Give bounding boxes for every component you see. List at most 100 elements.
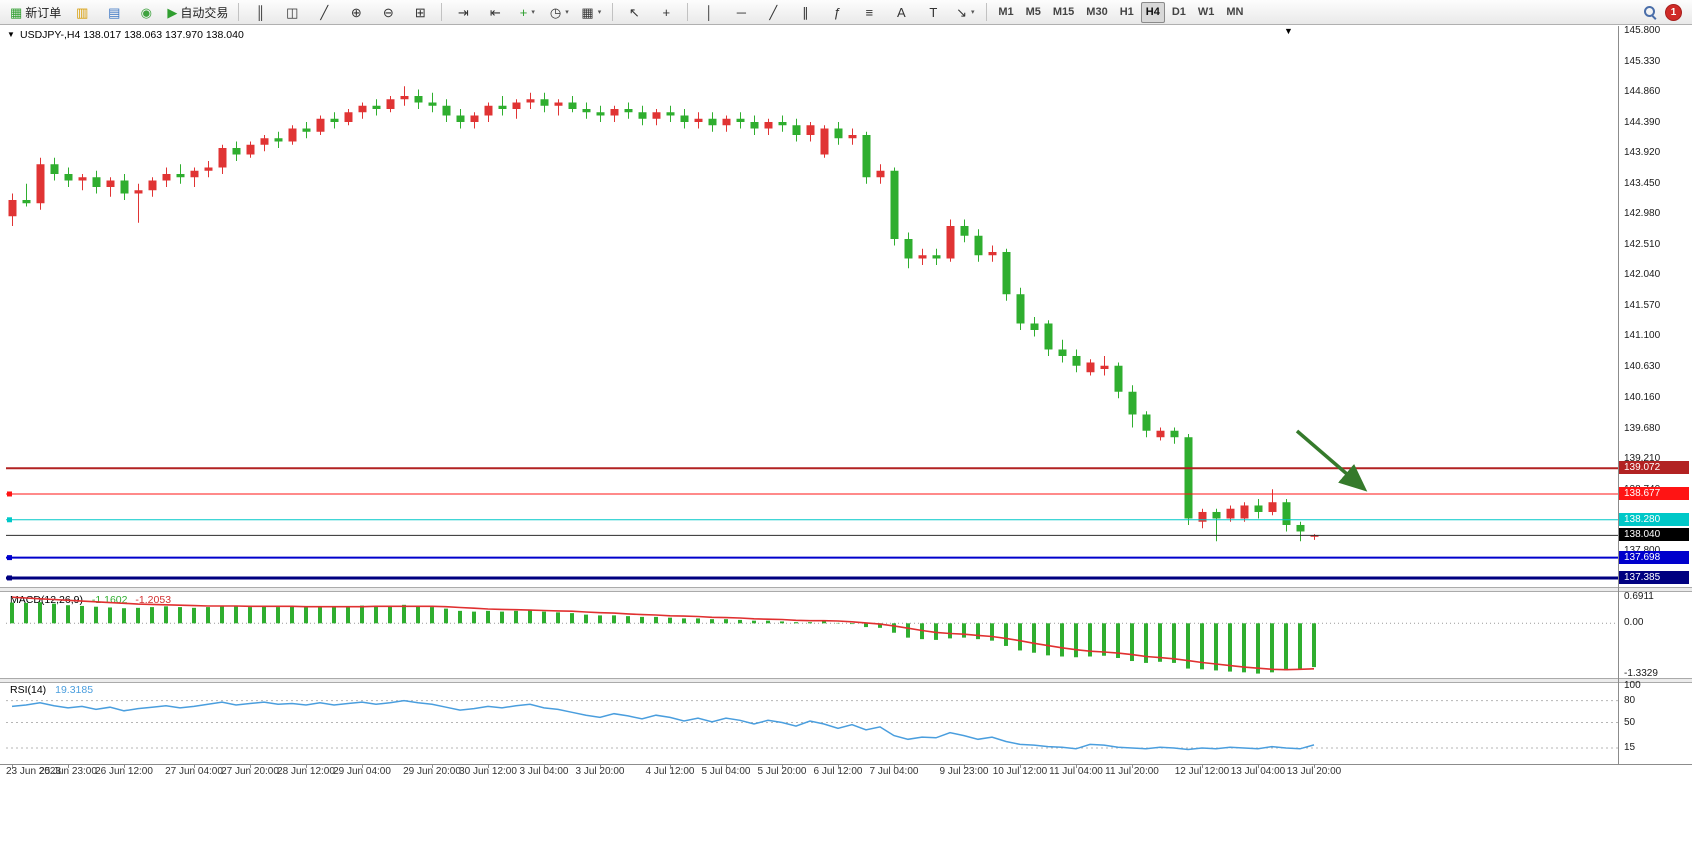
timeframe-d1-button[interactable]: D1 — [1171, 6, 1186, 18]
price-marker-labels: 139.072 138.677 138.280 138.040 137.698 137.3… — [0, 25, 1692, 848]
arrow-annotation[interactable] — [1295, 429, 1368, 492]
price-label: 144.390 — [1624, 116, 1661, 128]
indicators-button[interactable]: + ▾ — [512, 1, 542, 24]
macd-canvas[interactable] — [6, 592, 1618, 678]
trendline-button[interactable]: ╱ — [758, 1, 788, 24]
time-label: 13 Jul 04:00 — [1230, 766, 1286, 777]
auto-trading-button[interactable]: ▶ 自动交易 — [163, 1, 232, 24]
timeframe-m15-button[interactable]: M15 — [1052, 6, 1075, 18]
macd-scale-label: -1.3329 — [1624, 667, 1658, 679]
hline-handle[interactable] — [7, 491, 12, 497]
zoom-out-icon: ⊖ — [382, 4, 394, 20]
new-order-button[interactable]: ▦ 新订单 — [6, 1, 65, 24]
chart-shift-marker-icon[interactable]: ▼ — [1284, 26, 1293, 36]
price-label: 139.210 — [1624, 453, 1661, 465]
shapes-button[interactable]: ≡ — [854, 1, 884, 24]
cursor-button[interactable]: ↖ — [619, 1, 649, 24]
hline-handle[interactable] — [7, 517, 12, 523]
timeframe-h1-button[interactable]: H1 — [1119, 6, 1134, 18]
arrows-button[interactable]: ↘ ▾ — [950, 1, 980, 24]
auto-scroll-button[interactable]: ⇥ — [448, 1, 478, 24]
toolbar-separator — [238, 3, 240, 21]
time-label: 4 Jul 12:00 — [645, 766, 695, 777]
time-tick — [488, 764, 489, 768]
text-button[interactable]: A — [886, 1, 916, 24]
time-label: 5 Jul 20:00 — [757, 766, 807, 777]
zoom-in-icon: ⊕ — [350, 4, 362, 20]
auto-scroll-icon: ⇥ — [457, 4, 469, 20]
price-label: 140.630 — [1624, 361, 1661, 373]
chart-menu-arrow-icon[interactable]: ▼ — [7, 30, 15, 39]
time-tick — [782, 764, 783, 768]
toolbar-separator — [986, 3, 988, 21]
toolbar: ▦ 新订单 ▥ ▤ ◉ ▶ 自动交易 ║ ◫ ╱ ⊕ ⊖ ⊞ ⇥ ⇤ + ▾ ◷ ▾ ▦ ▾ ↖ + │ ─ ╱ ∥ ƒ ≡ A T ↘ ▾ M1… — [0, 0, 1692, 25]
time-tick — [670, 764, 671, 768]
macd-scale-label: 0.6911 — [1624, 591, 1654, 603]
bar-chart-icon: ║ — [255, 4, 265, 20]
timeframe-h4-button[interactable]: H4 — [1140, 1, 1165, 23]
timeframe-mn-button[interactable]: MN — [1226, 6, 1244, 18]
time-tick — [1314, 764, 1315, 768]
zoom-out-button[interactable]: ⊖ — [373, 1, 403, 24]
time-label: 27 Jun 04:00 — [165, 766, 223, 777]
crosshair-button[interactable]: + — [651, 1, 681, 24]
time-label: 9 Jul 23:00 — [939, 766, 989, 777]
chart-shift-button[interactable]: ⇤ — [480, 1, 510, 24]
price-label: 141.570 — [1624, 299, 1661, 311]
macd-name: MACD(12,26,9) — [10, 594, 83, 606]
toolbar-separator — [687, 3, 689, 21]
rsi-canvas[interactable] — [6, 682, 1618, 763]
macd-signal-line — [11, 596, 1315, 671]
tile-windows-icon: ⊞ — [414, 4, 426, 20]
macd-histogram — [10, 602, 1316, 674]
price-label: 139.680 — [1624, 422, 1661, 434]
hline-handle[interactable] — [7, 555, 12, 561]
chart-window[interactable]: ▼ USDJPY-,H4 138.017 138.063 137.970 138… — [0, 25, 1692, 848]
timeframe-w1-button[interactable]: W1 — [1197, 6, 1215, 18]
time-tick — [838, 764, 839, 768]
hline-handle[interactable] — [7, 575, 12, 581]
time-label: 25 Jun 23:00 — [39, 766, 97, 777]
line-chart-button[interactable]: ╱ — [309, 1, 339, 24]
zoom-in-button[interactable]: ⊕ — [341, 1, 371, 24]
fibonacci-button[interactable]: ƒ — [822, 1, 852, 24]
vertical-line-button[interactable]: │ — [694, 1, 724, 24]
tile-windows-button[interactable]: ⊞ — [405, 1, 435, 24]
text-label-button[interactable]: T — [918, 1, 948, 24]
community-button[interactable]: ◉ — [131, 1, 161, 24]
time-label: 5 Jul 04:00 — [701, 766, 751, 777]
community-icon: ◉ — [140, 4, 152, 20]
new-chart-button[interactable]: ▥ — [67, 1, 97, 24]
search-icon[interactable] — [1643, 5, 1657, 19]
indicator-scales[interactable]: 0.6911 0.00 -1.3329 100 80 50 15 — [0, 25, 1692, 848]
rsi-scale-label: 50 — [1624, 716, 1636, 728]
panel-splitter[interactable] — [0, 678, 1692, 683]
candlestick-chart-button[interactable]: ◫ — [277, 1, 307, 24]
equidistant-channel-button[interactable]: ∥ — [790, 1, 820, 24]
main-chart-canvas[interactable] — [6, 26, 1618, 589]
notification-badge[interactable]: 1 — [1665, 3, 1682, 21]
vertical-line-icon: │ — [705, 4, 714, 20]
periods-button[interactable]: ◷ ▾ — [544, 1, 574, 24]
market-watch-icon: ▤ — [108, 4, 121, 20]
time-label: 11 Jul 20:00 — [1105, 766, 1159, 777]
time-axis[interactable]: 23 Jun 2023 25 Jun 23:00 26 Jun 12:00 27 Ju… — [0, 25, 1692, 848]
timeframe-m5-button[interactable]: M5 — [1025, 6, 1041, 18]
price-label: 145.330 — [1624, 55, 1661, 67]
templates-button[interactable]: ▦ ▾ — [576, 1, 606, 24]
time-label: 3 Jul 20:00 — [575, 766, 625, 777]
price-label: 142.510 — [1624, 238, 1661, 250]
candles — [8, 86, 1319, 542]
timeframe-m30-button[interactable]: M30 — [1086, 6, 1108, 18]
horizontal-line-button[interactable]: ─ — [726, 1, 756, 24]
templates-icon: ▦ — [581, 4, 594, 20]
time-label: 29 Jun 04:00 — [333, 766, 391, 777]
time-tick — [12, 764, 13, 768]
periods-caret-icon: ▾ — [565, 9, 569, 16]
bar-chart-button[interactable]: ║ — [245, 1, 275, 24]
auto-trading-icon: ▶ — [167, 4, 178, 20]
fibonacci-icon: ƒ — [833, 4, 841, 20]
timeframe-m1-button[interactable]: M1 — [998, 6, 1014, 18]
market-watch-button[interactable]: ▤ — [99, 1, 129, 24]
panel-splitter[interactable] — [0, 587, 1692, 592]
